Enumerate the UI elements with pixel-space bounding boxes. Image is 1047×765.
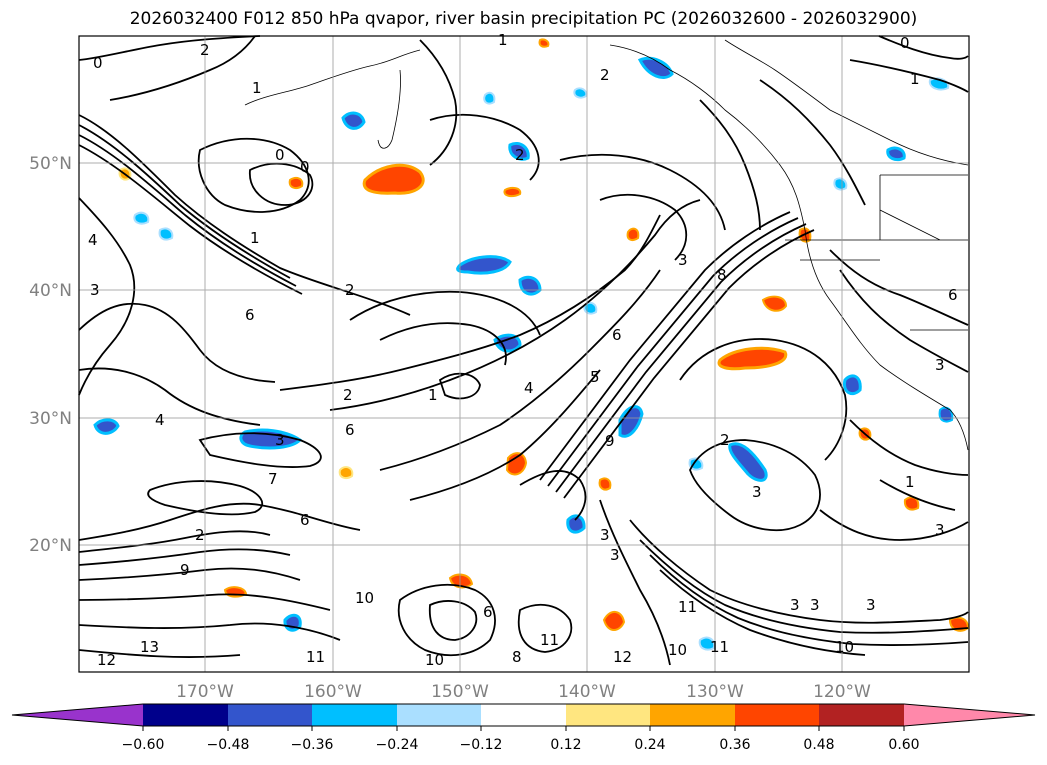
contour-label: 2 [195, 526, 205, 544]
contour-label: 9 [605, 432, 615, 450]
contour-label: 10 [425, 651, 444, 669]
contour-label: 10 [668, 641, 687, 659]
contour-label: 10 [835, 638, 854, 656]
colorbar-tick: 0.36 [719, 737, 750, 753]
map-plot-area [79, 36, 969, 672]
plot-frame [78, 35, 970, 673]
contour-label: 0 [300, 158, 310, 176]
contour-label: 6 [948, 286, 958, 304]
contour-label: 9 [180, 561, 190, 579]
contour-label: 2 [515, 146, 525, 164]
colorbar-swatch [566, 704, 650, 726]
colorbar-swatch [397, 704, 481, 726]
contour-label: 3 [752, 483, 762, 501]
lat-label: 40°N [29, 281, 72, 301]
contour-label: 2 [600, 66, 610, 84]
contour-label: 0 [900, 34, 910, 52]
contour-label: 3 [790, 596, 800, 614]
contour-label: 13 [140, 638, 159, 656]
colorbar-extend-low [12, 704, 143, 726]
colorbar-swatch [228, 704, 312, 726]
colorbar-tick: 0.48 [803, 737, 834, 753]
contour-label: 7 [268, 470, 278, 488]
contour-label: 6 [345, 421, 355, 439]
colorbar-tick: 0.60 [888, 737, 919, 753]
contour-label: 5 [590, 368, 600, 386]
colorbar-swatch [735, 704, 819, 726]
colorbar-tick: 0.24 [634, 737, 665, 753]
longitude-labels: 170°W 160°W 150°W 140°W 130°W 120°W [176, 682, 871, 702]
contour-label: 2 [720, 431, 730, 449]
contour-label: 10 [355, 589, 374, 607]
contour-label: 6 [245, 306, 255, 324]
contour-label: 0 [275, 146, 285, 164]
contour-label: 3 [935, 356, 945, 374]
lon-label: 170°W [176, 682, 234, 702]
contour-labels: 2 0 1 1 2 0 1 0 0 2 1 4 3 2 6 3 8 6 5 4 … [88, 31, 958, 669]
contour-label: 3 [600, 526, 610, 544]
contour-label: 2 [343, 386, 353, 404]
lon-label: 150°W [431, 682, 489, 702]
colorbar-swatch [650, 704, 735, 726]
contour-label: 3 [810, 596, 820, 614]
contour-label: 6 [612, 326, 622, 344]
colorbar-tick: −0.12 [460, 737, 503, 753]
colorbar-swatch [312, 704, 397, 726]
lat-lon-grid [79, 36, 969, 672]
contour-label: 1 [905, 473, 915, 491]
contour-label: 1 [250, 229, 260, 247]
contour-label: 6 [300, 511, 310, 529]
contour-label: 0 [93, 54, 103, 72]
contour-label: 8 [717, 266, 727, 284]
contour-label: 12 [97, 651, 116, 669]
contour-label: 6 [483, 603, 493, 621]
colorbar-swatch [481, 704, 566, 726]
contour-label: 3 [678, 251, 688, 269]
contour-label: 3 [935, 521, 945, 539]
contour-label: 1 [252, 79, 262, 97]
colorbar-tick: −0.60 [122, 737, 165, 753]
contour-label: 4 [155, 411, 165, 429]
colorbar-extend-high [904, 704, 1035, 726]
contour-label: 1 [428, 386, 438, 404]
lon-label: 140°W [558, 682, 616, 702]
contour-label: 1 [498, 31, 508, 49]
contour-label: 4 [88, 231, 98, 249]
contour-label: 11 [710, 638, 729, 656]
contour-label: 3 [866, 596, 876, 614]
contour-label: 3 [90, 281, 100, 299]
contour-label: 11 [306, 648, 325, 666]
latitude-labels: 50°N 40°N 30°N 20°N [29, 154, 72, 556]
colorbar-tick: −0.24 [376, 737, 419, 753]
coastline [244, 39, 969, 451]
lon-label: 160°W [304, 682, 362, 702]
contour-label: 1 [910, 70, 920, 88]
lon-label: 120°W [813, 682, 871, 702]
contour-label: 2 [345, 281, 355, 299]
lon-label: 130°W [686, 682, 744, 702]
contour-label: 3 [610, 546, 620, 564]
colorbar-tick: −0.48 [207, 737, 250, 753]
colorbar-swatch [819, 704, 904, 726]
contour-label: 11 [540, 631, 559, 649]
contour-label: 3 [275, 431, 285, 449]
lat-label: 30°N [29, 409, 72, 429]
lat-label: 20°N [29, 536, 72, 556]
contour-label: 4 [524, 379, 534, 397]
contour-label: 12 [613, 648, 632, 666]
colorbar: −0.60 −0.48 −0.36 −0.24 −0.12 0.12 0.24 … [11, 703, 1036, 753]
lat-label: 50°N [29, 154, 72, 174]
colorbar-tick: −0.36 [291, 737, 334, 753]
colorbar-swatch [143, 704, 228, 726]
contour-label: 8 [512, 648, 522, 666]
colorbar-tick: 0.12 [550, 737, 581, 753]
contour-label: 2 [200, 41, 210, 59]
map-title: 2026032400 F012 850 hPa qvapor, river ba… [129, 9, 918, 29]
contour-label: 11 [678, 598, 697, 616]
precip-pc-shading [93, 38, 970, 651]
